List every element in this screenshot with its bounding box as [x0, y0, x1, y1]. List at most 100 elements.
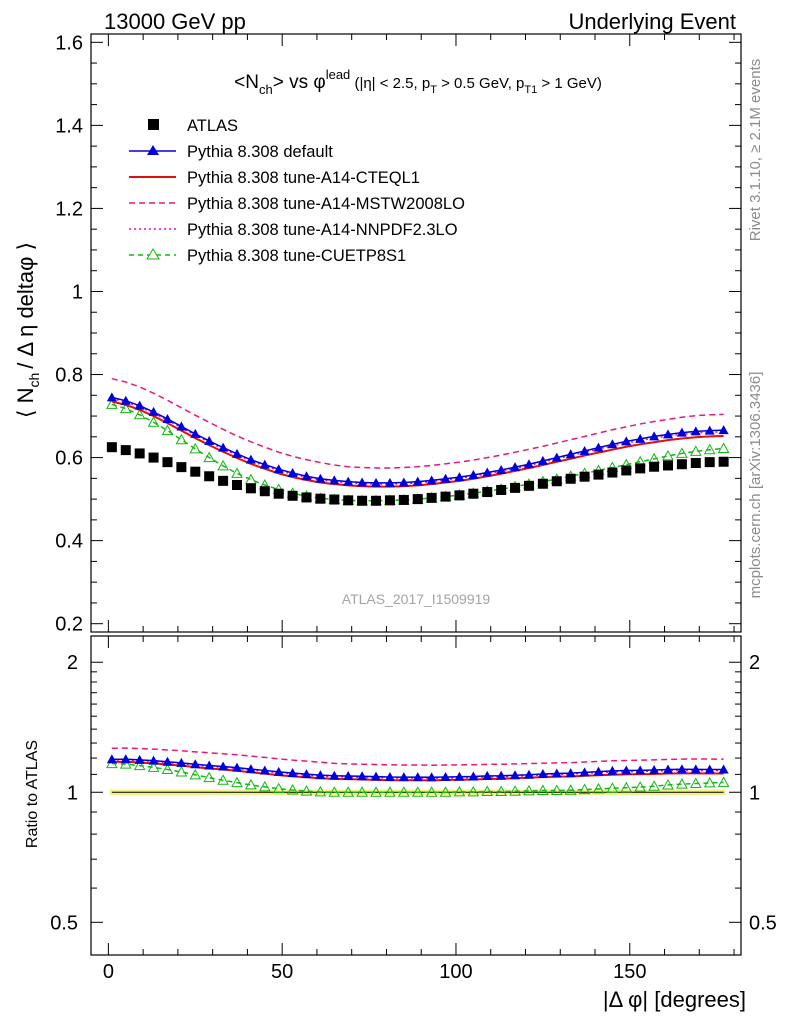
series-atlas-point	[218, 475, 229, 486]
series-default-point	[704, 425, 715, 435]
ratio-series-cuetp-point	[286, 784, 299, 795]
ratio-series-default-point	[635, 765, 646, 775]
ratio-series-cuetp-point	[662, 778, 674, 790]
series-default-point	[482, 467, 493, 477]
ratio-series-cuetp-point	[119, 758, 132, 769]
ratio-series-default-point	[607, 765, 618, 775]
main-ytick-label: 0.2	[55, 614, 83, 636]
series-default-point	[649, 431, 660, 441]
series-default-point	[273, 464, 284, 474]
legend-atlas-marker	[148, 119, 159, 130]
ratio-ylabel: Ratio to ATLAS	[24, 740, 41, 848]
ratio-series-cuetp-point	[175, 765, 188, 777]
series-default-point	[357, 477, 368, 487]
series-atlas-point	[148, 452, 159, 463]
series-atlas-point	[635, 463, 646, 474]
series-default-point	[621, 436, 632, 446]
ratio-series-cuetp-point	[258, 780, 271, 792]
legend-cteql1-label: Pythia 8.308 tune-A14-CTEQL1	[187, 169, 420, 187]
series-cteql1-line	[111, 400, 724, 488]
ratio-series-cuetp-point	[634, 781, 647, 792]
header-right: Underlying Event	[568, 9, 736, 34]
header-left: 13000 GeV pp	[104, 9, 246, 34]
ratio-series-cuetp-point	[356, 786, 368, 797]
ratio-series-cuetp-line	[111, 762, 724, 794]
series-cuetp-point	[161, 424, 174, 436]
series-atlas-point	[357, 495, 368, 506]
series-atlas-point	[607, 467, 618, 478]
main-ytick-label: 1.2	[55, 198, 83, 220]
series-atlas-point	[482, 487, 493, 498]
xtick-label: 0	[103, 961, 114, 983]
series-default-point	[537, 455, 548, 465]
ratio-frame	[90, 635, 742, 956]
ratio-series-cuetp-point	[425, 786, 438, 797]
series-cuetp	[106, 398, 730, 506]
ratio-series-cuetp-point	[370, 786, 382, 797]
ratio-series-default-point	[371, 771, 382, 781]
main-ytick-label: 0.4	[55, 531, 83, 553]
ratio-series-cuetp-point	[523, 784, 535, 796]
ratio-series-cuetp-point	[189, 768, 202, 780]
main-ytick-label: 1	[72, 281, 83, 303]
series-default-point	[496, 465, 507, 475]
ratio-ytick-label: 2	[67, 652, 78, 674]
ratio-series-default-point	[231, 762, 242, 772]
series-default-point	[454, 472, 465, 482]
series-default-point	[106, 392, 117, 402]
series-atlas-point	[329, 494, 340, 505]
ratio-series-cuetp-point	[606, 782, 619, 793]
series-atlas-point	[273, 488, 284, 499]
ratio-series-default-point	[106, 754, 117, 764]
series-atlas-point	[245, 483, 256, 494]
series-nnpdf-line	[111, 397, 724, 485]
ratio-ytick-label-right: 0.5	[749, 912, 777, 934]
ratio-series-default-point	[259, 765, 270, 775]
legend-atlas-label: ATLAS	[187, 117, 238, 135]
series-atlas-point	[663, 460, 674, 471]
series-default-point	[176, 421, 187, 431]
ratio-series-cuetp-point	[703, 776, 716, 788]
ratio-series-default-point	[468, 771, 479, 781]
series-atlas-point	[134, 448, 145, 459]
ratio-series-cuetp-point	[578, 783, 591, 795]
ratio-series-cuetp-point	[203, 771, 216, 783]
series-default-point	[301, 471, 312, 481]
series-atlas-point	[468, 488, 479, 499]
series-default-point	[579, 445, 590, 455]
series-atlas-point	[510, 482, 521, 493]
series-atlas-point	[621, 465, 632, 476]
ratio-series-cuetp-point	[592, 782, 605, 794]
ratio-series-cuetp-point	[314, 785, 327, 797]
series-atlas	[106, 442, 729, 506]
series-atlas-point	[565, 473, 576, 484]
rivet-label: Rivet 3.1.10, ≥ 2.1M events	[747, 59, 764, 242]
ratio-series-cuetp-point	[509, 785, 521, 796]
ratio-series-default-point	[440, 771, 451, 781]
series-atlas-point	[162, 457, 173, 468]
series-atlas-point	[190, 466, 201, 477]
series-default-point	[468, 470, 479, 480]
ratio-series-cuetp-point	[717, 776, 730, 787]
main-plot-area: 0.2 0.4 0.6 0.8 1 1.2 1.4 1.6	[55, 32, 742, 636]
legend-cteql1: Pythia 8.308 tune-A14-CTEQL1	[129, 169, 420, 187]
ratio-series-default-point	[190, 759, 201, 769]
series-atlas-point	[454, 490, 465, 501]
series-default	[106, 392, 729, 487]
legend-cuetp-label: Pythia 8.308 tune-CUETP8S1	[187, 247, 406, 265]
series-default-point	[259, 459, 270, 469]
ratio-series-cuetp-point	[453, 785, 466, 797]
series-default-point	[134, 400, 145, 410]
series-atlas-point	[371, 495, 382, 506]
series-default-point	[231, 448, 242, 458]
main-ytick-label: 0.6	[55, 448, 83, 470]
series-atlas-point	[579, 471, 590, 482]
ratio-series-default-point	[343, 770, 354, 780]
series-atlas-point	[440, 491, 451, 502]
ratio-series-cuetp-point	[147, 761, 160, 772]
series-atlas-point	[176, 462, 187, 473]
legend-nnpdf: Pythia 8.308 tune-A14-NNPDF2.3LO	[129, 221, 458, 239]
series-cuetp-point	[231, 467, 243, 478]
ratio-series-default-point	[704, 764, 715, 774]
ratio-ytick-label-right: 2	[749, 652, 760, 674]
